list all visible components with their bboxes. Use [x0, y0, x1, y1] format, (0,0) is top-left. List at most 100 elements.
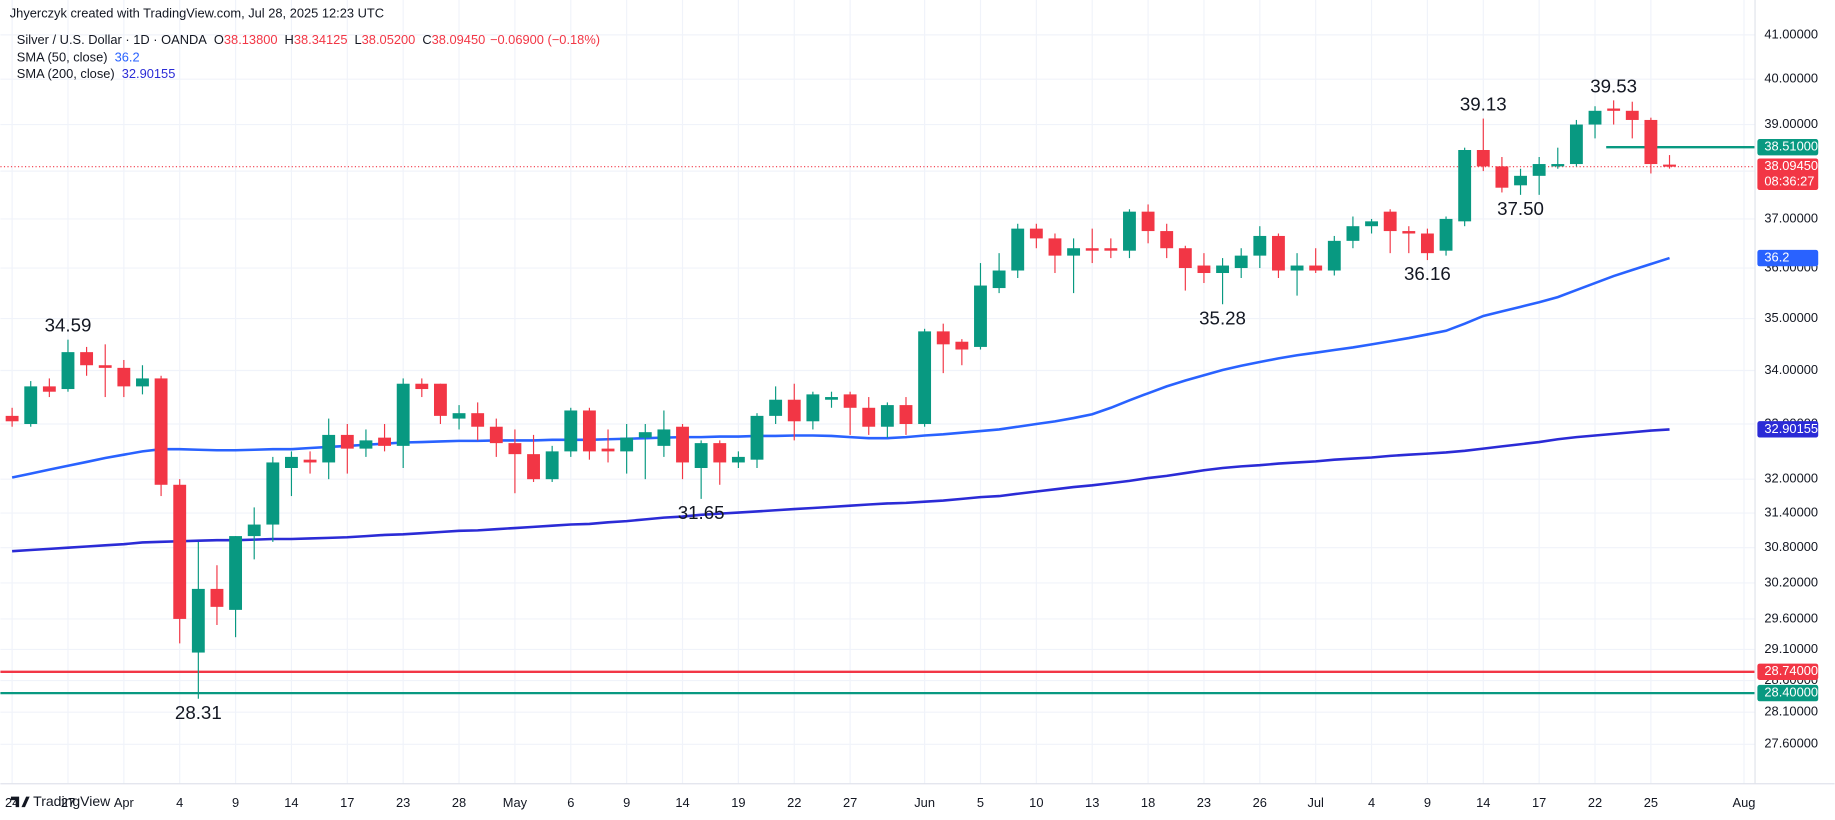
candle-body [1011, 228, 1025, 271]
candle-body [136, 378, 149, 387]
ohlc-key: H [285, 32, 294, 47]
y-tick-label: 29.60000 [1764, 610, 1818, 625]
symbol: Silver / U.S. Dollar · 1D · OANDA [17, 32, 207, 47]
candle-body [1551, 164, 1565, 167]
candle-body [1420, 233, 1434, 254]
candle-body [1569, 124, 1583, 165]
price-axis: 24 27 Apr 4 9 14 17 23 28 May 6 9 14 19 22 27 Jun 5 10 13 18… [5, 26, 1819, 810]
candle-body [1141, 211, 1155, 232]
series-value: 32.90155 [122, 66, 176, 81]
candle-body [545, 451, 559, 480]
x-tick-label: 9 [232, 795, 239, 810]
price-tag-label: 36.2 [1764, 249, 1789, 264]
candle-body [676, 426, 689, 463]
candle-body [247, 524, 261, 537]
candle-body [1588, 110, 1602, 125]
x-tick-label: 9 [1424, 795, 1431, 810]
candle-body [191, 588, 205, 653]
ohlc-key: O [214, 32, 224, 47]
annotation: 28.31 [175, 702, 222, 723]
logo: TradingView [10, 793, 111, 809]
candle-body [415, 383, 429, 390]
candle-body [1607, 108, 1621, 111]
countdown: 08:36:27 [1764, 173, 1814, 188]
price-tag [1757, 421, 1819, 438]
candle-body [1476, 150, 1490, 167]
x-tick-label: 4 [176, 795, 183, 810]
x-tick-label: 14 [284, 795, 298, 810]
annotation: 35.28 [1199, 307, 1246, 328]
candle-body [1383, 211, 1397, 232]
legend-symbol: Silver / U.S. Dollar · 1D · OANDA O38.138… [17, 32, 600, 47]
candle-body [1085, 248, 1099, 251]
price-tag [1757, 249, 1819, 267]
y-tick-label: 29.10000 [1764, 641, 1818, 656]
candle-body [899, 405, 913, 425]
candle-body [340, 434, 354, 449]
candle-body [750, 415, 764, 460]
x-tick-label: Jul [1307, 795, 1323, 810]
candle-body [285, 456, 298, 469]
x-tick-label: 4 [1368, 795, 1375, 810]
candle-body [936, 331, 950, 345]
candle-body [1495, 166, 1509, 188]
x-tick-label: 22 [1588, 795, 1602, 810]
annotation: 36.16 [1404, 263, 1451, 284]
candle-body [452, 413, 466, 419]
candle-body [396, 383, 410, 446]
candle-body [1234, 255, 1248, 269]
candle-body [1029, 228, 1043, 239]
annotation: 37.50 [1497, 198, 1544, 219]
candle-body [992, 270, 1006, 289]
x-tick-label: 14 [675, 795, 689, 810]
candle-body [843, 394, 857, 408]
price-tag-label: 38.09450 [1764, 158, 1818, 173]
x-tick-label: 17 [1532, 795, 1546, 810]
x-tick-label: 9 [623, 795, 630, 810]
candle-body [303, 459, 317, 463]
candle-body [1178, 248, 1192, 269]
candle-body [694, 443, 708, 469]
x-tick-label: 14 [1476, 795, 1490, 810]
candle-body [173, 484, 187, 619]
y-tick-label: 40.00000 [1764, 71, 1818, 86]
candle-body [974, 285, 987, 347]
candle-body [769, 399, 783, 416]
price-tag [1757, 663, 1819, 680]
candle-body [378, 437, 391, 446]
x-tick-label: 17 [340, 795, 354, 810]
ohlc-key: C [422, 32, 431, 47]
candle-body [359, 440, 373, 449]
x-tick-label: 6 [567, 795, 574, 810]
series-name: SMA (50, close) [17, 50, 108, 65]
annotation: 31.65 [678, 502, 725, 523]
candle-body [210, 588, 224, 607]
candle-body [433, 383, 447, 416]
credit: Jhyerczyk created with TradingView.com, … [10, 5, 384, 20]
price-tag-label: 28.74000 [1764, 663, 1818, 678]
candle-body [1625, 110, 1639, 120]
candle-body [24, 386, 38, 425]
candle-body [1272, 235, 1285, 271]
price-tag-label: 32.90155 [1764, 421, 1818, 436]
candle-body [731, 456, 745, 463]
x-tick-label: Apr [114, 795, 135, 810]
logo-text: TradingView [33, 793, 111, 809]
candle-body [713, 443, 727, 463]
candle-body [806, 394, 820, 422]
x-tick-label: Aug [1733, 795, 1756, 810]
x-tick-label: 28 [452, 795, 466, 810]
logo-icon [10, 796, 30, 808]
candle-body [527, 454, 540, 480]
x-tick-label: 23 [396, 795, 410, 810]
candle-body [1123, 211, 1136, 251]
candle-body [1067, 248, 1081, 256]
candle-body [98, 365, 112, 368]
candle-body [657, 429, 671, 446]
candle-body [1458, 150, 1472, 222]
price-tag [1757, 684, 1819, 702]
candle-body [1216, 265, 1230, 274]
annotation: 39.53 [1590, 75, 1637, 96]
y-tick-label: 37.00000 [1764, 210, 1818, 225]
